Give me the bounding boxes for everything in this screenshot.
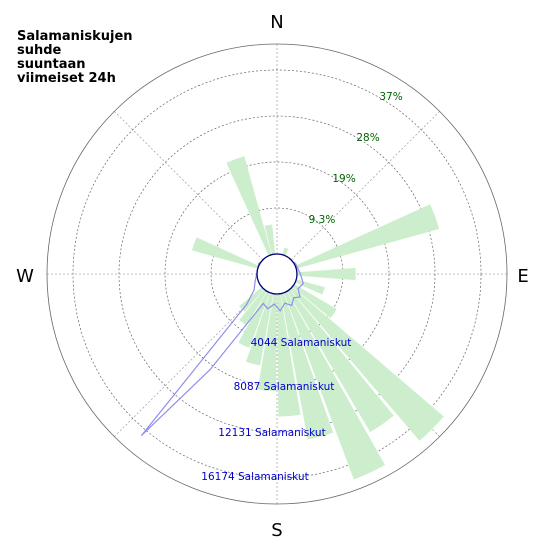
- compass-south: S: [271, 520, 282, 541]
- grid-ring: [72, 69, 482, 479]
- grid-spoke: [114, 287, 264, 437]
- direction-wedge: [280, 292, 334, 440]
- count-ring-label-1: 4044 Salamaniskut: [251, 337, 352, 349]
- title-line-1: Salamaniskujen: [17, 29, 133, 44]
- grid-outer-ring: [46, 43, 508, 505]
- direction-wedge: [282, 247, 289, 256]
- direction-wedge: [264, 224, 276, 255]
- direction-wedge: [191, 237, 259, 269]
- count-series: [140, 253, 304, 437]
- title-line-4: viimeiset 24h: [17, 71, 116, 86]
- direction-wedge: [239, 289, 267, 326]
- grid-spoke: [114, 111, 264, 261]
- pct-ring-label-3: 28%: [356, 132, 379, 144]
- count-ring-label-2: 8087 Salamaniskut: [234, 381, 335, 393]
- direction-wedge: [257, 293, 277, 392]
- title-line-3: suuntaan: [17, 57, 86, 72]
- direction-wedge: [296, 267, 356, 281]
- grid-ring: [118, 115, 436, 433]
- title-line-2: suhde: [17, 43, 62, 58]
- grid-spoke: [290, 111, 440, 261]
- compass-west: W: [16, 266, 34, 287]
- pct-ring-label-1: 9.3%: [309, 214, 336, 226]
- chart-title: Salamaniskujen suhde suuntaan viimeiset …: [17, 29, 133, 86]
- direction-wedge: [287, 289, 394, 433]
- count-series-line: [140, 253, 304, 437]
- count-ring-label-3: 12131 Salamaniskut: [218, 427, 325, 439]
- count-ring-label-4: 16174 Salamaniskut: [201, 471, 308, 483]
- compass-east: E: [517, 266, 528, 287]
- pct-ring-label-4: 37%: [379, 91, 402, 103]
- direction-wedge: [289, 286, 444, 441]
- direction-wedge: [284, 291, 386, 480]
- direction-wedge: [292, 284, 337, 319]
- direction-wedge: [277, 293, 301, 417]
- grid-ring: [164, 161, 390, 387]
- direction-wedge: [295, 204, 440, 269]
- direction-wedge: [226, 156, 272, 256]
- direction-wedge: [245, 292, 274, 366]
- pct-ring-label-2: 19%: [332, 173, 355, 185]
- center-circle: [256, 253, 298, 295]
- compass-north: N: [270, 12, 283, 33]
- direction-wedges: [191, 156, 444, 480]
- center-circle-group: [256, 253, 298, 295]
